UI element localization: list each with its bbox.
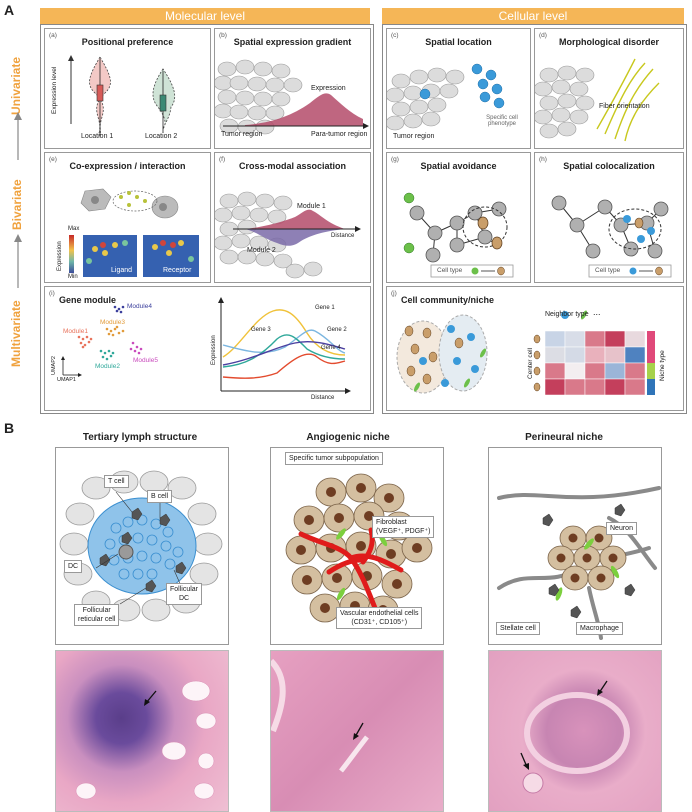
panel-j-title: Cell community/niche [401, 295, 495, 305]
panel-g-title: Spatial avoidance [420, 161, 497, 171]
panel-a-title: Positional preference [81, 37, 174, 47]
angio-endothelial-label: Vascular endothelial cells (CD31⁺, CD105… [336, 607, 423, 629]
angio-tumor-label: Specific tumor subpopulation [285, 452, 383, 465]
angio-he-image [270, 650, 444, 812]
panel-i-title: Gene module [59, 295, 117, 305]
panel-i-umap2: UMAP2 [51, 356, 57, 375]
panel-f-title: Cross-modal association [238, 161, 347, 171]
panel-g-celltype: Cell type [437, 267, 463, 274]
tls-tcell-label: T cell [104, 475, 129, 488]
panel-c-title: Spatial location [425, 37, 492, 47]
peri-he-image [488, 650, 662, 812]
panel-i-module4: Module4 [127, 303, 152, 310]
panel-g: (g) Spatial avoidance Cell type [386, 152, 531, 283]
panel-e-title: Co-expression / interaction [69, 161, 186, 171]
panel-i-module3: Module3 [100, 319, 125, 326]
panel-i-umap1: UMAP1 [57, 377, 76, 383]
panel-j-niche: Niche type [659, 350, 666, 381]
panel-b-title: Spatial expression gradient [233, 37, 352, 47]
panel-i-expression: Expression [211, 335, 217, 365]
panel-b-sub: (b) [219, 32, 227, 39]
panel-a-sub: (a) [49, 32, 57, 39]
panel-i-gene4: Gene 4 [321, 345, 341, 351]
panel-j-neighbor: Neighbor type [545, 311, 589, 318]
panel-b-para-tumor: Para-tumor region [311, 131, 368, 138]
panel-c-phenotype: Specific cell phenotype [486, 115, 518, 127]
panel-i-module1: Module1 [63, 328, 88, 335]
panel-c-sub: (c) [391, 32, 399, 39]
tls-bcell-label: B cell [147, 490, 173, 503]
panel-i-sub: (i) [49, 290, 55, 297]
panel-e: (e) Co-expression / interaction Max Min … [44, 152, 211, 283]
tls-dc-label: DC [64, 560, 83, 573]
panel-e-ligand: Ligand [111, 267, 133, 274]
tls-fdc-label: Follicular DC [166, 583, 203, 605]
panel-e-sub: (e) [49, 156, 57, 163]
panel-d-fiber: Fiber orientation [599, 103, 650, 110]
peri-stellate-label: Stellate cell [496, 622, 540, 635]
panel-f-distance: Distance [331, 233, 355, 239]
panel-e-receptor: Receptor [163, 267, 192, 274]
peri-title: Perineural niche [525, 432, 603, 443]
angio-fibroblast-label: Fibroblast (VEGF⁺, PDGF⁺) [372, 516, 435, 538]
panel-h-sub: (h) [539, 156, 547, 163]
column-header-cellular: Cellular level [382, 8, 684, 24]
panel-i-module2: Module2 [95, 363, 120, 370]
panel-d-title: Morphological disorder [558, 37, 659, 47]
panel-label-a: A [4, 2, 15, 18]
panel-f-module2: Module 2 [247, 247, 276, 254]
panel-j: (j) Cell community/niche Neighbor type .… [386, 286, 684, 411]
panel-d-sub: (d) [539, 32, 547, 39]
peri-diagram [488, 447, 662, 645]
panel-i: (i) Gene module Module4 Module3 Module1 … [44, 286, 371, 411]
panel-a-ylabel: Expression level [51, 66, 58, 114]
panel-e-min: Min [68, 274, 78, 280]
panel-b-tumor-region: Tumor region [221, 131, 263, 138]
panel-e-expression: Expression [57, 241, 63, 271]
tls-title: Tertiary lymph structure [82, 432, 198, 443]
peri-macrophage-label: Macrophage [576, 622, 623, 635]
panel-c: (c) Spatial location Tumor region Specif… [386, 28, 531, 149]
panel-b-expression: Expression [311, 85, 346, 92]
panel-f-sub: (f) [219, 156, 226, 163]
panel-i-distance: Distance [311, 395, 335, 401]
panel-g-sub: (g) [391, 156, 399, 163]
row-arrows [14, 112, 22, 288]
panel-h: (h) Spatial colocalization Cell type [534, 152, 684, 283]
tls-diagram [55, 447, 229, 645]
column-header-molecular: Molecular level [40, 8, 370, 24]
angio-title: Angiogenic niche [306, 432, 390, 443]
peri-neuron-label: Neuron [606, 522, 637, 535]
panel-f-module1: Module 1 [297, 203, 326, 210]
panel-i-gene2: Gene 2 [327, 327, 347, 333]
panel-a-location-1: Location 1 [81, 133, 114, 140]
panel-label-b: B [4, 420, 15, 436]
tls-frc-label: Follicular reticular cell [74, 604, 120, 626]
panel-j-dots: ... [593, 307, 601, 317]
panel-h-title: Spatial colocalization [563, 161, 655, 171]
panel-j-center: Center cell [527, 347, 534, 379]
panel-a-location-2: Location 2 [145, 133, 178, 140]
panel-h-celltype: Cell type [595, 267, 621, 274]
panel-f: (f) Cross-modal association Module 1 Mod… [214, 152, 371, 283]
panel-e-max: Max [68, 226, 80, 232]
panel-d: (d) Morphological disorder Fiber orienta… [534, 28, 684, 149]
tls-he-image [55, 650, 229, 812]
panel-j-sub: (j) [391, 290, 397, 297]
panel-b: (b) Spatial expression gradient Expressi… [214, 28, 371, 149]
panel-c-tumor-region: Tumor region [393, 133, 435, 140]
panel-i-module5: Module5 [133, 357, 158, 364]
panel-a: (a) Positional preference Expression lev… [44, 28, 211, 149]
panel-i-gene1: Gene 1 [315, 305, 335, 311]
panel-i-gene3: Gene 3 [251, 327, 271, 333]
